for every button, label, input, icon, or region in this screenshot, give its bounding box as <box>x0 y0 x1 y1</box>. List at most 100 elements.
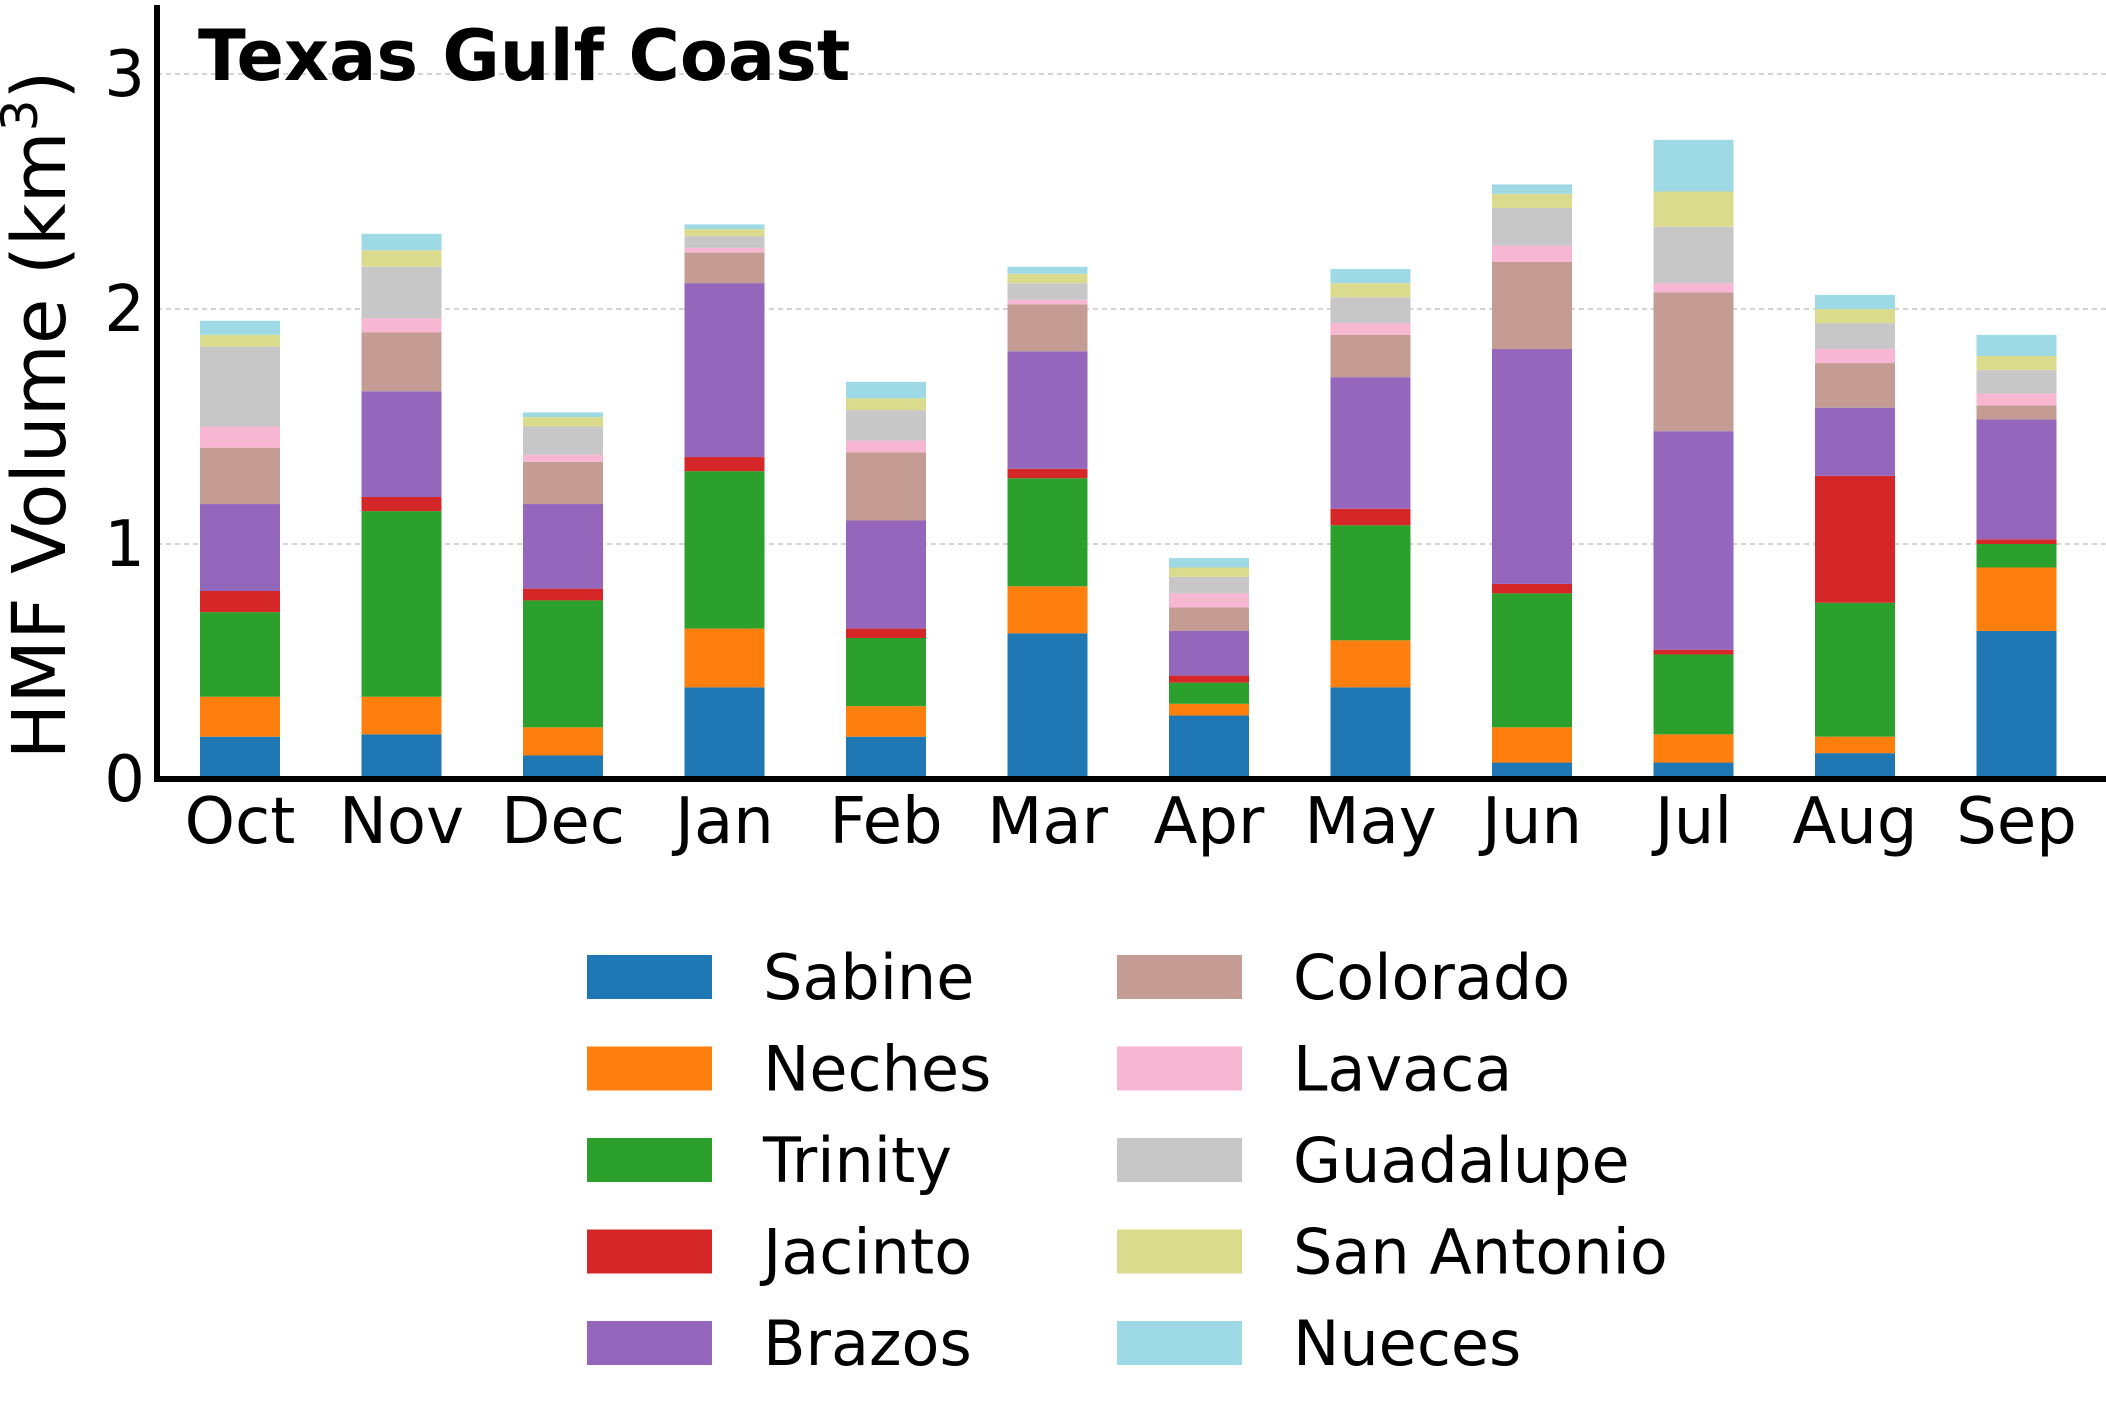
legend-swatch <box>1117 1138 1242 1182</box>
bar-segment <box>1815 363 1895 408</box>
legend-swatch <box>587 1138 712 1182</box>
bar-segment <box>200 696 280 737</box>
bar-segment <box>361 332 442 392</box>
bar-segment <box>1976 419 2057 540</box>
legend-swatch <box>1117 1321 1242 1365</box>
bar-segment <box>1169 567 1249 577</box>
x-tick-label: Feb <box>829 785 942 859</box>
x-tick-labels: Oct Nov Dec Jan Feb Mar Apr May Jun Jul Aug Sep <box>185 785 2077 859</box>
x-tick-label: Aug <box>1793 785 1918 859</box>
y-axis-label-superscript: 3 <box>0 99 49 131</box>
legend-label: San Antonio <box>1293 1216 1668 1289</box>
bar-segment <box>1653 226 1734 284</box>
bar-segment <box>1330 323 1411 335</box>
bar-segment <box>1007 478 1088 587</box>
x-tick-label: Nov <box>339 785 464 859</box>
bar-segment <box>1330 508 1411 526</box>
bar-segment <box>1976 405 2057 420</box>
x-tick-label: Jul <box>1651 785 1732 859</box>
bar-segment <box>1976 334 2057 356</box>
bar-segment <box>1007 304 1088 352</box>
x-tick-label: Jun <box>1478 785 1582 859</box>
bar-segment <box>200 320 280 335</box>
x-tick-label: Apr <box>1154 785 1265 859</box>
bar-segment <box>1492 262 1572 349</box>
bar-segment <box>846 381 926 399</box>
bar-segment <box>361 391 442 497</box>
bars <box>200 139 2057 779</box>
bar-segment <box>200 591 280 613</box>
bar-segment <box>1330 377 1411 509</box>
x-tick-label: Mar <box>987 785 1108 859</box>
bar-segment <box>361 250 442 267</box>
bar-segment <box>1976 370 2057 394</box>
bar-segment <box>361 696 442 735</box>
bar-segment <box>1169 675 1249 683</box>
bar-segment <box>523 588 603 601</box>
bar-segment <box>1492 593 1572 728</box>
bar-segment <box>361 511 442 697</box>
bar-segment <box>523 504 603 589</box>
bar-segment <box>1653 191 1734 227</box>
legend-swatch <box>587 1321 712 1365</box>
bar-segment <box>1330 687 1411 779</box>
legend-label: Guadalupe <box>1293 1124 1630 1197</box>
bar-segment <box>846 706 926 737</box>
legend: Sabine Neches Trinity Jacinto Brazos Colorado… <box>587 941 1668 1380</box>
bar-segment <box>1976 356 2057 371</box>
bar-segment <box>846 452 926 521</box>
bar-segment <box>684 236 765 248</box>
bar-segment <box>1815 348 1895 364</box>
legend-label: Jacinto <box>759 1216 972 1289</box>
bar-segment <box>1815 323 1895 349</box>
bar-segment <box>1007 468 1088 479</box>
bar-segment <box>523 727 603 756</box>
bar-segment <box>1815 475 1895 603</box>
x-tick-label: Sep <box>1956 785 2077 859</box>
bar-segment <box>1492 245 1572 262</box>
y-axis-label: HMF Volume (km3) <box>0 71 83 760</box>
legend-label: Trinity <box>762 1124 952 1197</box>
bar-segment <box>200 736 280 779</box>
bar-segment <box>200 447 280 505</box>
bar-segment <box>1815 753 1895 779</box>
bar-segment <box>361 233 442 251</box>
y-tick-label: 1 <box>104 508 145 582</box>
bar-segment <box>200 612 280 697</box>
bar-segment <box>361 318 442 333</box>
bar-segment <box>1169 607 1249 631</box>
bar-segment <box>684 224 765 230</box>
bar-segment <box>1169 682 1249 704</box>
x-tick-label: Oct <box>185 785 296 859</box>
bar-segment <box>1169 576 1249 594</box>
bar-segment <box>1492 184 1572 194</box>
chart-title: Texas Gulf Coast <box>198 15 850 97</box>
y-tick-label: 2 <box>104 273 145 347</box>
bar-segment <box>1976 393 2057 406</box>
bar-segment <box>1007 299 1088 305</box>
bar-segment <box>846 520 926 629</box>
bar-segment <box>1330 334 1411 378</box>
bar-segment <box>1815 407 1895 476</box>
bar-segment <box>361 734 442 779</box>
bar-segment <box>1330 525 1411 641</box>
legend-swatch <box>587 955 712 999</box>
gridlines <box>157 73 2106 545</box>
bar-segment <box>1492 348 1572 584</box>
bar-segment <box>1653 649 1734 655</box>
bar-segment <box>846 440 926 453</box>
bar-segment <box>361 266 442 319</box>
bar-segment <box>1653 762 1734 779</box>
bar-segment <box>1330 640 1411 688</box>
y-axis-label-main: HMF Volume (km <box>0 131 83 759</box>
bar-segment <box>1330 269 1411 284</box>
bar-segment <box>1169 558 1249 568</box>
bar-segment <box>1007 586 1088 634</box>
bar-segment <box>1007 273 1088 284</box>
bar-segment <box>1492 762 1572 779</box>
bar-segment <box>1653 283 1734 293</box>
bar-segment <box>1815 309 1895 324</box>
bar-segment <box>523 426 603 455</box>
bar-segment <box>1492 193 1572 208</box>
axes <box>154 5 2106 782</box>
